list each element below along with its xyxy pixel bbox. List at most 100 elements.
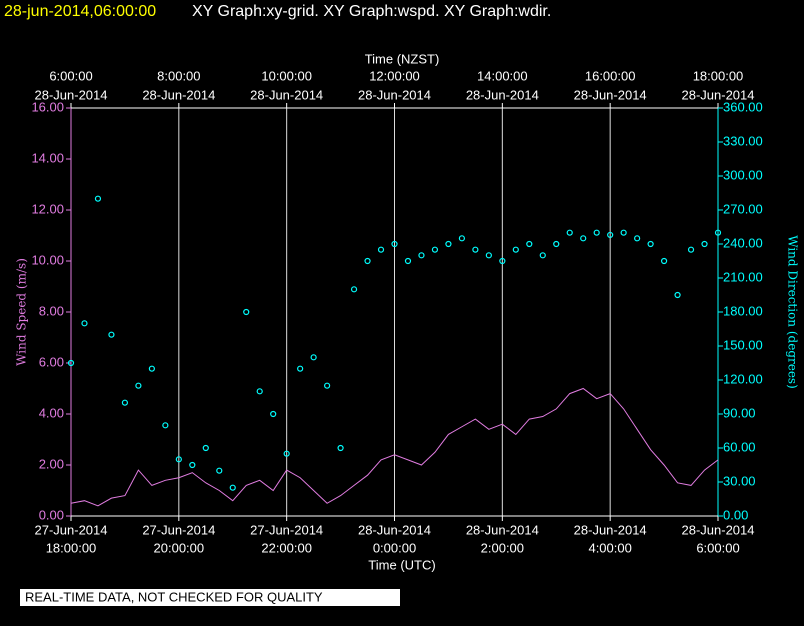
direction-point [216,467,223,474]
x2-tick-label: 28-Jun-2014 [250,87,323,102]
x2-tick-label: 28-Jun-2014 [35,87,108,102]
x-tick-label: 4:00:00 [588,540,631,555]
x2-axis-title: Time (NZST) [365,51,440,66]
direction-point [391,240,398,248]
y2-tick-label: 270.00 [723,201,763,216]
x2-tick-label: 28-Jun-2014 [574,87,647,102]
y2-tick-label: 300.00 [723,167,763,182]
direction-point [660,257,668,265]
y-tick-label: 16.00 [31,99,64,114]
graph-list: XY Graph:xy-grid. XY Graph:wspd. XY Grap… [192,3,551,20]
x2-tick-label: 28-Jun-2014 [682,87,755,102]
y-tick-label: 0.00 [39,507,64,522]
x2-tick-label: 28-Jun-2014 [142,87,215,102]
direction-point [526,240,533,248]
direction-point [377,246,385,253]
direction-point [593,229,600,236]
direction-point [67,359,75,367]
x2-tick-label: 28-Jun-2014 [358,87,431,102]
x-tick-label: 28-Jun-2014 [682,522,755,537]
direction-point [283,450,290,457]
x-tick-label: 27-Jun-2014 [250,522,323,537]
notice: REAL-TIME DATA, NOT CHECKED FOR QUALITY [25,589,323,604]
x2-tick-label: 14:00:00 [477,68,528,83]
direction-point [485,252,492,259]
direction-point [674,291,681,299]
notice-box [20,589,400,606]
x-tick-label: 28-Jun-2014 [358,522,431,537]
y-axis-title: Wind Speed (m/s) [15,258,29,366]
direction-point [620,229,627,236]
x-axis-title: Time (UTC) [368,557,435,572]
direction-point [202,444,209,452]
direction-point [297,365,304,372]
direction-point [458,235,465,242]
x-tick-label: 28-Jun-2014 [574,522,647,537]
direction-point [108,331,115,338]
direction-point [270,410,277,418]
direction-point [310,354,317,361]
direction-point [553,240,560,248]
x-tick-label: 20:00:00 [154,540,205,555]
x-tick-label: 0:00:00 [373,540,416,555]
direction-point [445,240,452,248]
x-tick-label: 28-Jun-2014 [466,522,539,537]
x2-tick-label: 10:00:00 [261,68,312,83]
x2-tick-label: 12:00:00 [369,68,420,83]
direction-point [566,229,573,236]
direction-point [418,252,425,259]
y2-tick-label: 120.00 [723,371,763,386]
y2-tick-label: 150.00 [723,337,763,352]
x-tick-label: 18:00:00 [46,540,97,555]
timestamp: 28-jun-2014,06:00:00 [4,3,156,20]
y2-axis-title: Wind Direction (degrees) [786,235,800,389]
direction-point [256,388,263,395]
x2-tick-label: 8:00:00 [157,68,200,83]
direction-point [364,257,371,265]
y2-tick-label: 90.00 [723,405,756,420]
direction-point [472,246,479,253]
x2-tick-label: 18:00:00 [693,68,744,83]
direction-point [580,235,587,242]
direction-point [714,229,722,236]
direction-point [337,444,344,452]
y2-tick-label: 30.00 [723,473,756,488]
speed-line [70,387,719,507]
direction-point [243,308,250,316]
direction-point [404,257,412,265]
y-tick-label: 12.00 [31,201,64,216]
direction-point [701,240,708,248]
direction-point [539,252,546,259]
y2-tick-label: 180.00 [723,303,763,318]
y2-tick-label: 360.00 [723,99,763,114]
direction-point [94,195,102,202]
y2-tick-label: 0.00 [723,507,748,522]
direction-point [135,382,142,389]
y-tick-label: 8.00 [39,303,64,318]
x-tick-label: 27-Jun-2014 [35,522,108,537]
x-tick-label: 6:00:00 [696,540,739,555]
direction-point [148,365,155,372]
direction-point [431,246,439,253]
direction-point [121,399,129,406]
direction-point [687,246,695,253]
y-tick-label: 10.00 [31,252,64,267]
x-tick-label: 22:00:00 [261,540,312,555]
direction-point [512,246,519,253]
direction-point [647,240,654,248]
y-tick-label: 4.00 [39,405,64,420]
direction-point [324,382,331,389]
x-tick-label: 2:00:00 [481,540,524,555]
direction-point [634,235,641,242]
direction-point [175,456,182,463]
y-tick-label: 14.00 [31,150,64,165]
y-tick-label: 6.00 [39,354,64,369]
direction-point [162,422,169,429]
direction-point [189,461,196,469]
x-tick-label: 27-Jun-2014 [142,522,215,537]
y2-tick-label: 60.00 [723,439,756,454]
direction-point [350,286,358,293]
y2-tick-label: 330.00 [723,133,763,148]
y-tick-label: 2.00 [39,456,64,471]
